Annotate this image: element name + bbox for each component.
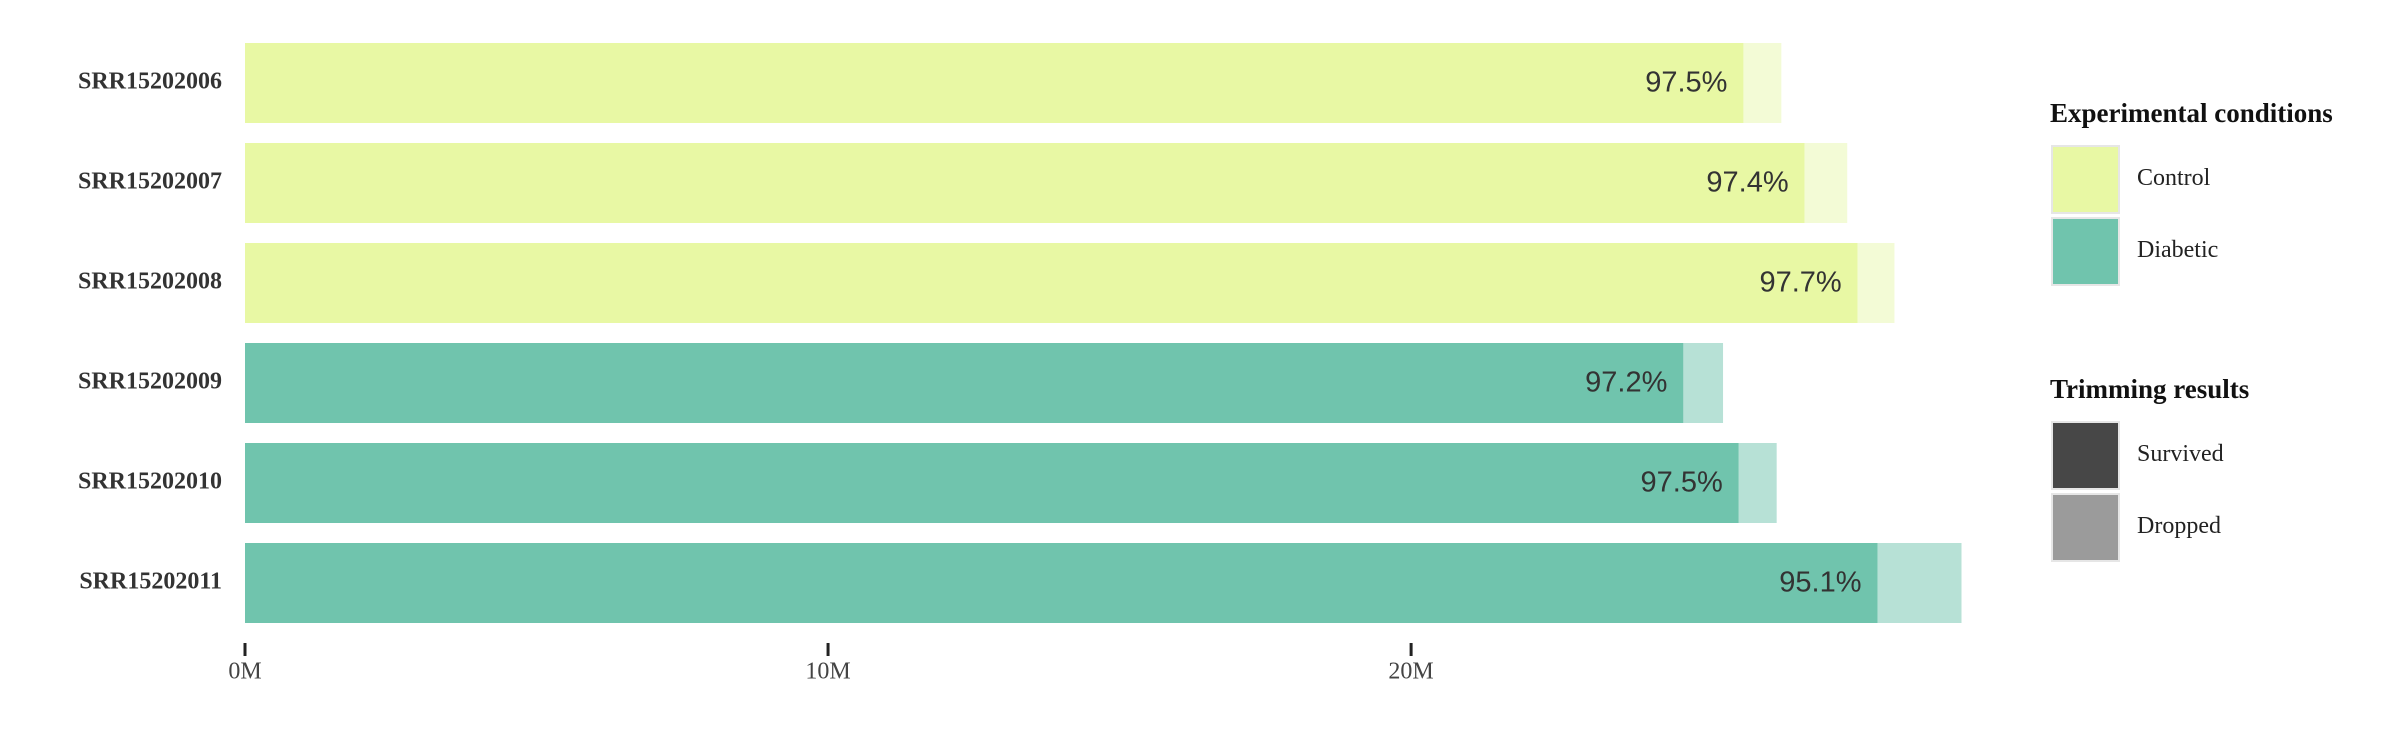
bar-segment <box>1804 143 1848 223</box>
bar-segment <box>1738 443 1777 523</box>
legend-label: Diabetic <box>2137 237 2218 263</box>
bar-segment <box>245 443 1739 523</box>
x-tick-label: 20M <box>1388 659 1433 685</box>
legend-swatch <box>2051 421 2120 490</box>
x-tick-label: 0M <box>228 659 261 685</box>
legend-label: Dropped <box>2137 513 2221 539</box>
y-tick-label: SRR15202011 <box>79 569 222 595</box>
y-tick-label: SRR15202010 <box>78 469 222 495</box>
legend-title: Trimming results <box>2050 374 2249 404</box>
bar-segment <box>1683 343 1724 423</box>
bar-segment <box>1857 243 1895 323</box>
percent-label: 95.1% <box>1779 567 1861 599</box>
percent-label: 97.5% <box>1641 467 1723 499</box>
legend-swatch <box>2051 217 2120 286</box>
bar-segment <box>1877 543 1962 623</box>
bar-segment <box>245 43 1744 123</box>
bar-segment <box>245 243 1858 323</box>
y-tick-label: SRR15202009 <box>78 369 222 395</box>
legend-swatch <box>2051 145 2120 214</box>
bar-segment <box>245 343 1684 423</box>
legend-label: Control <box>2137 165 2211 191</box>
legend-swatch <box>2051 493 2120 562</box>
x-tick-label: 10M <box>805 659 850 685</box>
bar-segment <box>245 143 1805 223</box>
y-tick-label: SRR15202007 <box>78 169 222 195</box>
legend-label: Survived <box>2137 441 2224 467</box>
percent-label: 97.5% <box>1645 67 1727 99</box>
legend-title: Experimental conditions <box>2050 98 2333 128</box>
percent-label: 97.4% <box>1706 167 1788 199</box>
bar-segment <box>1743 43 1782 123</box>
percent-label: 97.2% <box>1585 367 1667 399</box>
bar-segment <box>245 543 1878 623</box>
y-tick-label: SRR15202006 <box>78 69 222 95</box>
percent-label: 97.7% <box>1759 267 1841 299</box>
y-tick-label: SRR15202008 <box>78 269 222 295</box>
